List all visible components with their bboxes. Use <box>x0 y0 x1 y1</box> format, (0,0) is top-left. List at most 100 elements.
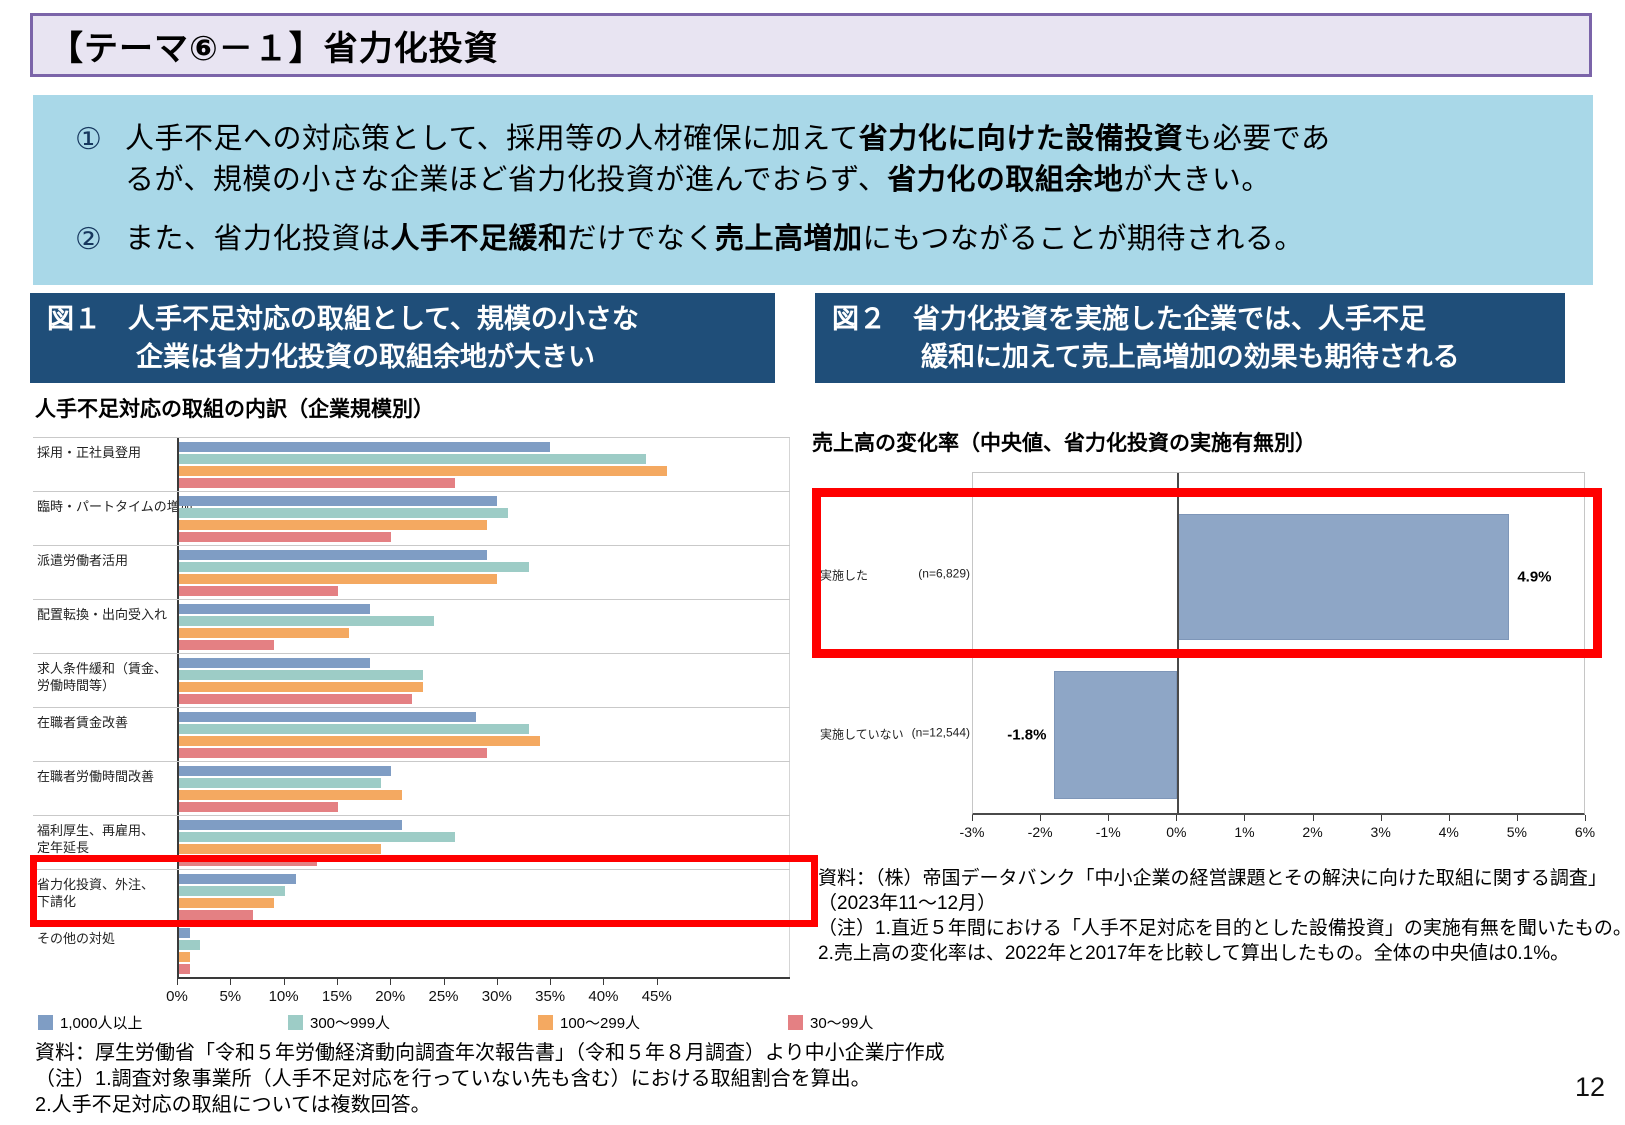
axis-tick-label: 45% <box>641 988 672 1005</box>
text-segment: 売上高増加 <box>715 223 863 255</box>
category-bars <box>177 870 790 923</box>
point-text: また、省力化投資は人手不足緩和だけでなく売上高増加にもつながることが期待される。 <box>125 219 1304 260</box>
category-label-line: 派遣労働者活用 <box>37 553 129 568</box>
axis-tick-label: 25% <box>428 988 459 1005</box>
bar-series-0 <box>179 658 370 668</box>
chart-category-row: 在職者労働時間改善 <box>33 761 790 815</box>
text-segment: も必要であ <box>1183 123 1331 155</box>
axis-tick <box>1108 815 1110 821</box>
bar-series-2 <box>179 952 190 962</box>
category-label-line: その他の対処 <box>37 931 116 946</box>
axis-tick-label: -1% <box>1095 824 1121 840</box>
bar-series-0 <box>179 712 477 722</box>
bar-series-1 <box>179 670 423 680</box>
axis-tick-label: 40% <box>588 988 619 1005</box>
category-bars <box>177 600 790 653</box>
note-line: （2023年11〜12月） <box>818 893 997 914</box>
axis-tick-label: 0% <box>1166 824 1187 840</box>
category-label: 在職者労働時間改善 <box>33 762 177 815</box>
chart-category-row: 臨時・パートタイムの増加 <box>33 491 790 545</box>
axis-tick-label: 5% <box>219 988 242 1005</box>
category-label-line: 臨時・パートタイムの増加 <box>37 499 193 514</box>
note-line: 2.売上高の変化率は、2022年と2017年を比較して算出したもの。全体の中央値… <box>818 943 1570 964</box>
bar-series-2 <box>179 466 667 476</box>
page-number: 12 <box>1574 1072 1605 1102</box>
summary-point: ② また、省力化投資は人手不足緩和だけでなく売上高増加にもつながることが期待される… <box>75 219 1593 260</box>
point-number: ② <box>75 223 102 256</box>
bar-series-0 <box>179 604 370 614</box>
axis-tick-label: 15% <box>321 988 352 1005</box>
bar-series-1 <box>179 508 508 518</box>
page-title: 【テーマ⑥－１】省力化投資 <box>30 13 1592 77</box>
fig2-zero-line <box>1176 473 1179 813</box>
category-label: 派遣労働者活用 <box>33 546 177 599</box>
fig2-row-name: 実施していない <box>820 727 904 742</box>
category-label: 求人条件緩和（賃金、 労働時間等） <box>33 654 177 707</box>
category-bars <box>177 708 790 761</box>
axis-tick <box>972 815 973 821</box>
bar-series-0 <box>179 550 487 560</box>
figure-header-line: 緩和に加えて売上高増加の効果も期待される <box>921 342 1460 372</box>
axis-tick <box>1312 815 1314 821</box>
bar-series-3 <box>179 640 275 650</box>
chart-category-row: 省力化投資、外注、 下請化 <box>33 869 790 923</box>
category-bars <box>177 762 790 815</box>
category-label-line: 在職者賃金改善 <box>37 715 129 730</box>
bar-series-0 <box>179 928 190 938</box>
figure-header-line: 図１ 人手不足対応の取組として、規模の小さな <box>47 304 639 334</box>
fig2-value-label: 4.9% <box>1517 568 1552 586</box>
axis-tick-label: 6% <box>1574 824 1596 840</box>
bar-series-1 <box>179 562 530 572</box>
bar-series-0 <box>179 766 392 776</box>
bar-series-2 <box>179 520 487 530</box>
note-line: 2.人手不足対応の取組については複数回答。 <box>35 1094 431 1116</box>
category-label: 在職者賃金改善 <box>33 708 177 761</box>
category-label-line: 配置転換・出向受入れ <box>37 607 168 622</box>
category-label-line: 労働時間等） <box>37 678 116 693</box>
axis-tick-label: 3% <box>1370 824 1391 840</box>
fig1-rows: 採用・正社員登用 臨時・パートタイムの増加 派遣労働者活用 配置転換・出向受入れ 求人条… <box>33 437 790 977</box>
figure-header-line: 企業は省力化投資の取組余地が大きい <box>136 342 595 372</box>
axis-tick-label: 20% <box>375 988 406 1005</box>
axis-tick <box>603 979 605 985</box>
legend-label: 300〜999人 <box>310 1015 391 1032</box>
axis-tick <box>230 979 232 985</box>
bar-series-1 <box>179 616 434 626</box>
category-label: 省力化投資、外注、 下請化 <box>33 870 177 923</box>
axis-tick-label: 2% <box>1302 824 1323 840</box>
fig1-header-lines: 図１ 人手不足対応の取組として、規模の小さな企業は省力化投資の取組余地が大きい <box>30 300 775 376</box>
axis-tick <box>1516 815 1518 821</box>
legend-swatch <box>538 1015 553 1030</box>
bar-series-2 <box>179 682 423 692</box>
category-label-line: 求人条件緩和（賃金、 <box>37 661 168 676</box>
axis-tick <box>390 979 392 985</box>
legend-item: 300〜999人 <box>288 1012 538 1033</box>
legend-item: 30〜99人 <box>788 1012 1038 1033</box>
fig2-value-label: -1.8% <box>1007 726 1047 744</box>
bar-series-1 <box>179 886 286 896</box>
bar-series-0 <box>179 496 498 506</box>
bar-series-1 <box>179 832 455 842</box>
category-label: その他の対処 <box>33 924 177 977</box>
category-label: 臨時・パートタイムの増加 <box>33 492 193 545</box>
text-segment: また、省力化投資は <box>125 223 391 255</box>
figure2-header: 図２ 省力化投資を実施した企業では、人手不足 緩和に加えて売上高増加の効果も期待さ… <box>815 293 1565 383</box>
category-label-line: 定年延長 <box>37 840 90 855</box>
chart-category-row: その他の対処 <box>33 923 790 977</box>
category-label-line: 下請化 <box>37 894 77 909</box>
bar-series-0 <box>179 820 402 830</box>
category-label: 福利厚生、再雇用、 定年延長 <box>33 816 177 869</box>
axis-tick <box>443 979 445 985</box>
fig2-row-n: (n=12,544) <box>911 725 970 740</box>
legend-label: 1,000人以上 <box>60 1015 143 1032</box>
text-segment: にもつながることが期待される。 <box>862 223 1304 255</box>
legend-item: 1,000人以上 <box>38 1012 288 1033</box>
axis-tick <box>496 979 498 985</box>
legend-label: 30〜99人 <box>810 1015 874 1032</box>
fig2-bar <box>1054 671 1177 799</box>
bar-series-2 <box>179 898 275 908</box>
text-segment: 省力化に向けた設備投資 <box>858 123 1184 155</box>
chart-category-row: 派遣労働者活用 <box>33 545 790 599</box>
chart-category-row: 求人条件緩和（賃金、 労働時間等） <box>33 653 790 707</box>
axis-tick-label: 0% <box>166 988 188 1005</box>
